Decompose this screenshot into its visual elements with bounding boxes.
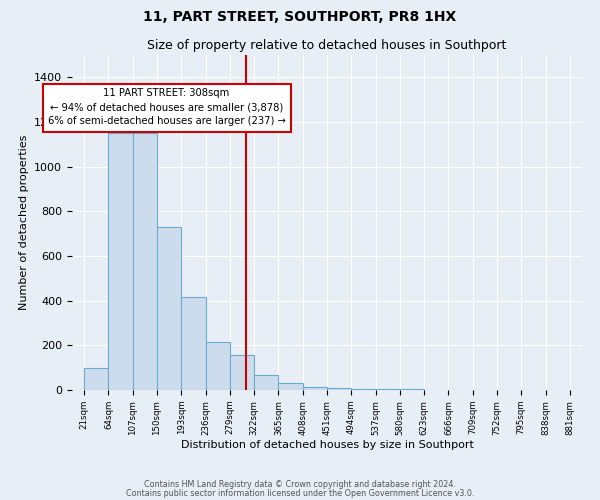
Bar bbox=[327, 388, 351, 390]
Bar bbox=[133, 133, 157, 390]
Bar bbox=[157, 227, 181, 390]
Bar bbox=[303, 386, 327, 390]
Title: Size of property relative to detached houses in Southport: Size of property relative to detached ho… bbox=[148, 40, 506, 52]
Y-axis label: Number of detached properties: Number of detached properties bbox=[19, 135, 29, 310]
Bar bbox=[376, 389, 400, 390]
X-axis label: Distribution of detached houses by size in Southport: Distribution of detached houses by size … bbox=[181, 440, 473, 450]
Bar bbox=[254, 376, 278, 390]
Text: Contains public sector information licensed under the Open Government Licence v3: Contains public sector information licen… bbox=[126, 488, 474, 498]
Text: Contains HM Land Registry data © Crown copyright and database right 2024.: Contains HM Land Registry data © Crown c… bbox=[144, 480, 456, 489]
Bar bbox=[206, 342, 230, 390]
Bar bbox=[84, 368, 109, 390]
Bar bbox=[351, 389, 376, 390]
Text: 11, PART STREET, SOUTHPORT, PR8 1HX: 11, PART STREET, SOUTHPORT, PR8 1HX bbox=[143, 10, 457, 24]
Bar bbox=[278, 384, 303, 390]
Bar bbox=[230, 356, 254, 390]
Bar bbox=[109, 133, 133, 390]
Text: 11 PART STREET: 308sqm
← 94% of detached houses are smaller (3,878)
6% of semi-d: 11 PART STREET: 308sqm ← 94% of detached… bbox=[47, 88, 286, 126]
Bar bbox=[181, 298, 206, 390]
